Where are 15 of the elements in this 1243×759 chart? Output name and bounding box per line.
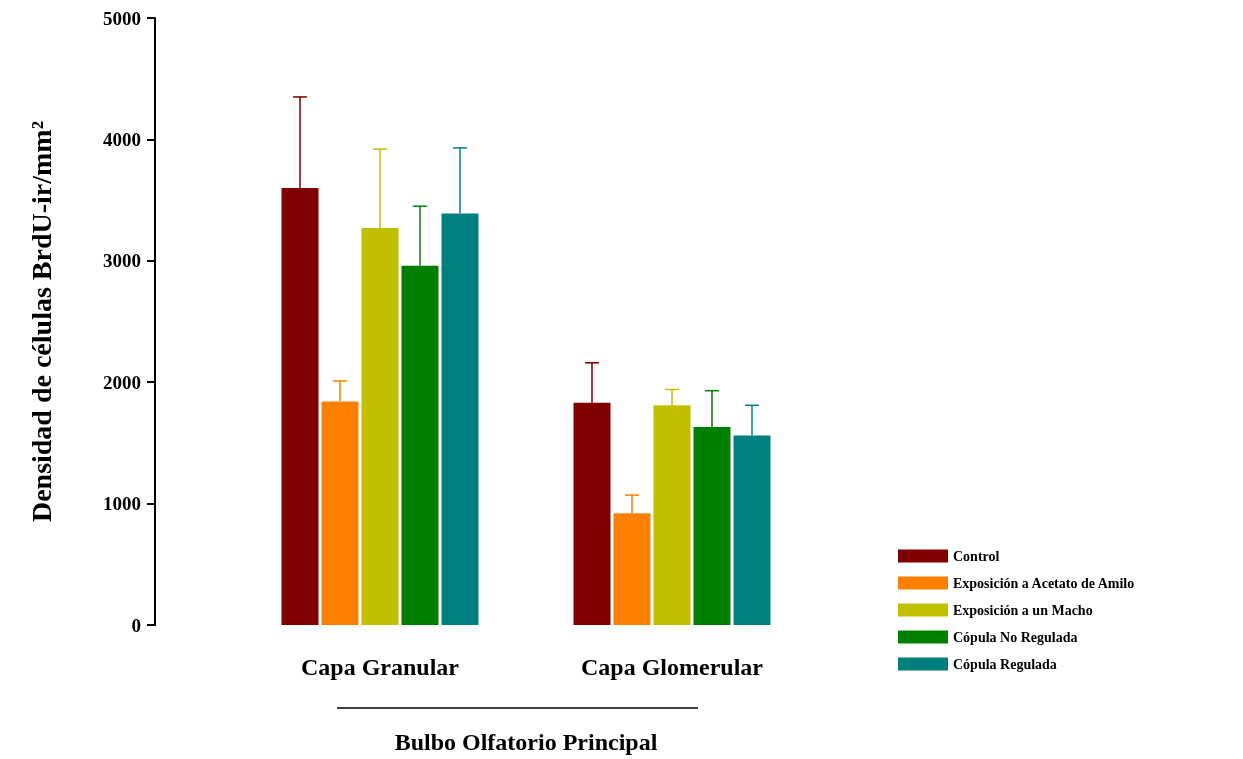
x-axis-title: Bulbo Olfatorio Principal [394, 729, 658, 755]
y-tick-label: 2000 [103, 371, 141, 393]
legend-label: Cópula Regulada [953, 656, 1057, 672]
y-tick-label: 5000 [103, 7, 141, 29]
y-axis-title: Densidad de células BrdU-ir/mm² [25, 120, 57, 523]
legend-label: Cópula No Regulada [953, 629, 1078, 645]
y-tick-label: 1000 [103, 493, 141, 515]
y-tick-label: 4000 [103, 128, 141, 150]
y-tick-label: 0 [131, 614, 141, 636]
x-tick-label: Capa Granular [300, 654, 460, 680]
legend-label: Control [953, 548, 1000, 564]
y-tick-label: 3000 [103, 250, 141, 272]
legend-label: Exposición a Acetato de Amilo [953, 575, 1135, 591]
x-tick-label: Capa Glomerular [581, 654, 764, 680]
legend-label: Exposición a un Macho [953, 602, 1093, 618]
